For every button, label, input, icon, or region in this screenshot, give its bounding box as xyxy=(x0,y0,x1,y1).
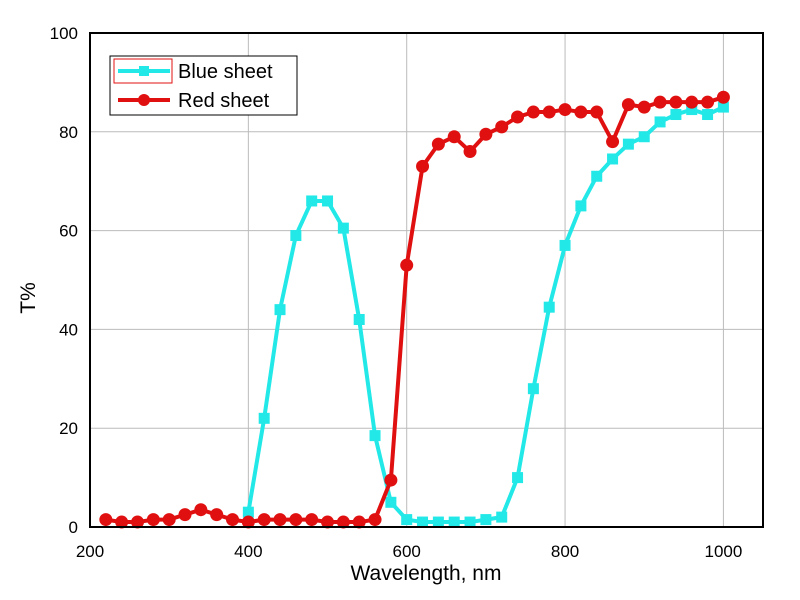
series-line xyxy=(105,95,725,525)
data-point xyxy=(306,195,318,207)
x-tick-label: 600 xyxy=(393,542,421,561)
data-point xyxy=(322,195,334,207)
data-point xyxy=(575,200,587,212)
data-point xyxy=(686,104,698,116)
data-point xyxy=(464,516,476,528)
data-point xyxy=(131,515,145,529)
data-point xyxy=(162,513,176,527)
data-point xyxy=(337,222,349,234)
data-point xyxy=(321,515,335,529)
data-point xyxy=(717,101,729,113)
data-point xyxy=(226,513,240,527)
series-layer xyxy=(99,90,730,529)
data-point xyxy=(558,103,572,117)
data-point xyxy=(669,95,683,109)
data-point xyxy=(685,95,699,109)
data-point xyxy=(479,127,493,141)
data-point xyxy=(526,105,540,119)
plot-frame xyxy=(89,32,764,528)
data-point xyxy=(574,105,588,119)
data-point xyxy=(590,105,604,119)
data-point xyxy=(210,508,224,522)
x-tick-label: 1000 xyxy=(704,542,742,561)
y-tick-label: 0 xyxy=(69,518,78,537)
legend-highlight xyxy=(113,58,173,84)
data-point xyxy=(496,511,508,523)
data-point xyxy=(352,515,366,529)
data-point xyxy=(258,412,270,424)
data-point xyxy=(670,109,682,121)
legend-label-red: Red sheet xyxy=(178,90,270,112)
data-point xyxy=(448,516,460,528)
x-tick-label: 400 xyxy=(234,542,262,561)
data-point xyxy=(542,105,556,119)
data-point xyxy=(274,304,286,316)
data-point xyxy=(305,513,319,527)
series-line xyxy=(246,105,725,525)
data-point xyxy=(368,513,382,527)
data-point xyxy=(115,515,129,529)
x-tick-label: 800 xyxy=(551,542,579,561)
y-tick-label: 60 xyxy=(59,222,78,241)
data-point xyxy=(417,516,429,528)
data-point xyxy=(416,159,430,173)
data-point xyxy=(257,513,271,527)
data-point xyxy=(654,116,666,128)
data-point xyxy=(384,473,398,487)
series-blue-sheet xyxy=(242,101,729,528)
data-point xyxy=(637,100,651,114)
x-tick-label: 200 xyxy=(76,542,104,561)
data-point xyxy=(622,138,634,150)
y-tick-label: 40 xyxy=(59,320,78,339)
data-point xyxy=(99,513,113,527)
data-point xyxy=(543,301,555,313)
data-point xyxy=(400,258,414,272)
data-point xyxy=(447,130,461,144)
data-point xyxy=(716,90,730,104)
data-point xyxy=(527,383,539,395)
data-point xyxy=(559,239,571,251)
data-point xyxy=(432,516,444,528)
data-point xyxy=(511,110,525,124)
y-tick-label: 100 xyxy=(50,24,78,43)
legend-marker-blue xyxy=(139,66,149,76)
series-red-sheet xyxy=(99,90,730,529)
data-point xyxy=(495,120,509,134)
data-point xyxy=(463,145,477,159)
data-point xyxy=(194,503,208,517)
data-point xyxy=(336,515,350,529)
data-point xyxy=(241,515,255,529)
data-point xyxy=(607,153,619,165)
data-point xyxy=(480,514,492,526)
data-point xyxy=(653,95,667,109)
data-point xyxy=(146,513,160,527)
legend-label-blue: Blue sheet xyxy=(178,61,273,83)
data-point xyxy=(431,137,445,151)
data-point xyxy=(638,131,650,143)
data-point xyxy=(369,430,381,442)
data-point xyxy=(621,98,635,112)
data-point xyxy=(702,109,714,121)
data-point xyxy=(401,514,413,526)
data-point xyxy=(242,506,254,518)
y-tick-label: 80 xyxy=(59,123,78,142)
data-point xyxy=(290,230,302,242)
data-point xyxy=(353,314,365,326)
data-point xyxy=(385,496,397,508)
legend-marker-red xyxy=(138,94,150,106)
data-point xyxy=(289,513,303,527)
data-point xyxy=(178,508,192,522)
data-point xyxy=(273,513,287,527)
y-axis-label: T% xyxy=(17,282,40,314)
x-axis-label: Wavelength, nm xyxy=(351,562,502,585)
data-point xyxy=(591,170,603,182)
y-tick-label: 20 xyxy=(59,419,78,438)
tick-labels: 200 400 600 800 1000 0 20 40 60 80 100 xyxy=(50,24,743,561)
legend: Blue sheet Red sheet xyxy=(109,55,298,116)
data-point xyxy=(701,95,715,109)
data-point xyxy=(512,472,524,484)
data-point xyxy=(606,135,620,149)
